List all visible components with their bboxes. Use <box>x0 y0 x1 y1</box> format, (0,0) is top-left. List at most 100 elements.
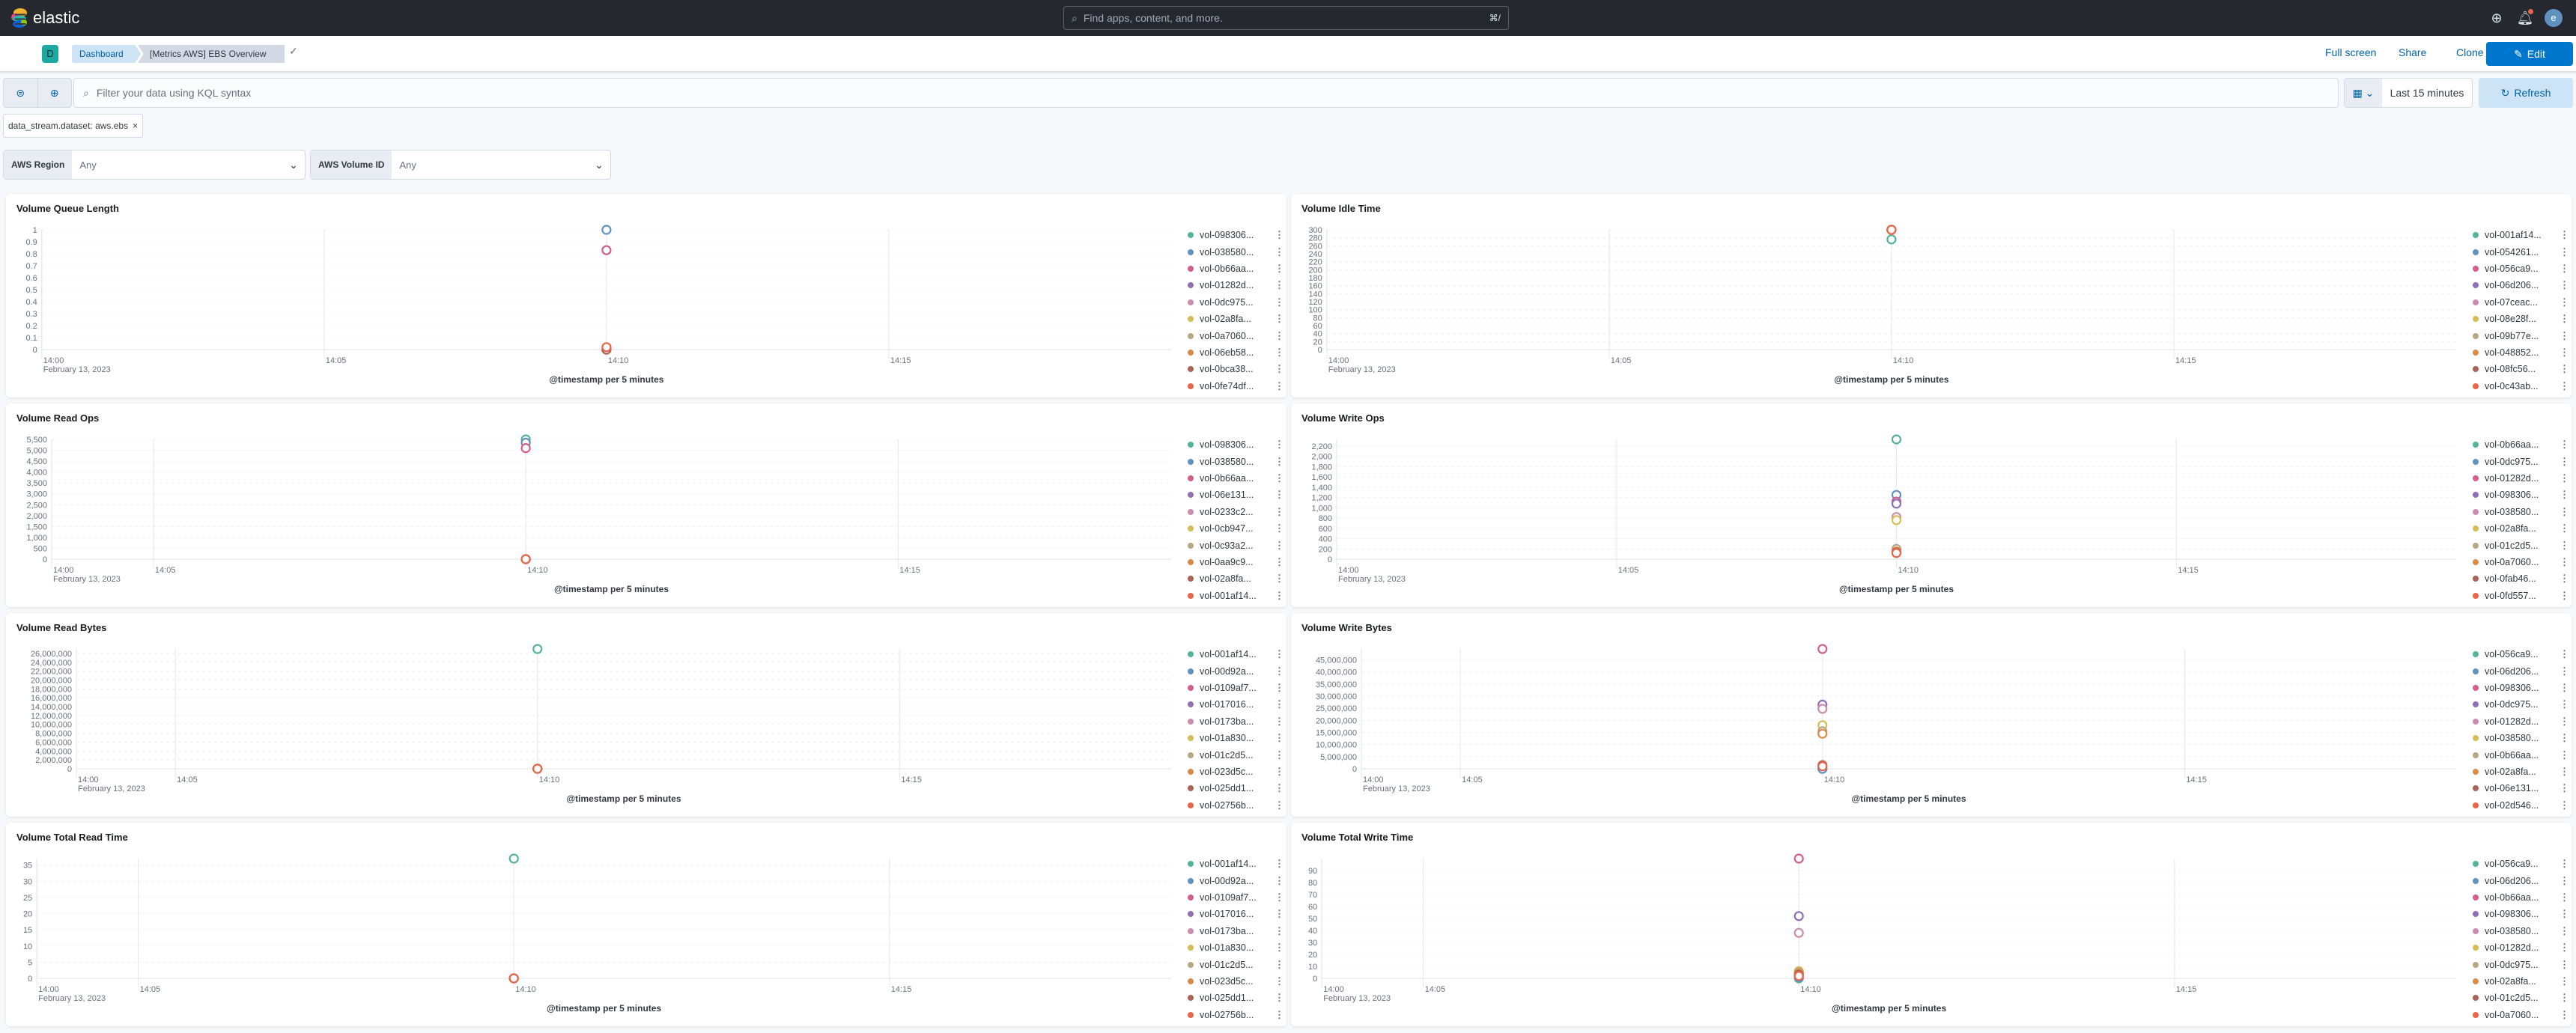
legend-menu-icon[interactable]: ⋮ <box>2560 908 2569 920</box>
legend-menu-icon[interactable]: ⋮ <box>1275 648 1284 660</box>
space-avatar[interactable]: D <box>42 45 58 63</box>
legend-item[interactable]: vol-001af14... ⋮ <box>1188 856 1284 872</box>
legend-item[interactable]: vol-017016... ⋮ <box>1188 906 1284 922</box>
legend-item[interactable]: vol-06eb58... ⋮ <box>1188 344 1284 361</box>
legend-item[interactable]: vol-048852... ⋮ <box>2473 344 2569 361</box>
legend-menu-icon[interactable]: ⋮ <box>2560 992 2569 1004</box>
chevron-down-icon[interactable]: ⌄ <box>289 158 298 171</box>
data-point[interactable] <box>601 225 612 235</box>
data-point[interactable] <box>1891 548 1902 558</box>
calendar-icon[interactable]: ▦ ⌄ <box>2345 79 2382 107</box>
legend-menu-icon[interactable]: ⋮ <box>2560 958 2569 970</box>
edit-button[interactable]: ✎ Edit <box>2486 42 2573 66</box>
legend-menu-icon[interactable]: ⋮ <box>2560 296 2569 308</box>
legend-item[interactable]: vol-0233c2... ⋮ <box>1188 504 1284 520</box>
legend-menu-icon[interactable]: ⋮ <box>1275 975 1284 987</box>
legend-menu-icon[interactable]: ⋮ <box>1275 858 1284 870</box>
legend-menu-icon[interactable]: ⋮ <box>1275 279 1284 291</box>
legend-item[interactable]: vol-098306... ⋮ <box>2473 906 2569 922</box>
legend-item[interactable]: vol-038580... ⋮ <box>1188 243 1284 260</box>
data-point[interactable] <box>508 853 519 864</box>
legend-menu-icon[interactable]: ⋮ <box>1275 799 1284 811</box>
legend-item[interactable]: vol-01c2d5... ⋮ <box>1188 746 1284 763</box>
legend-item[interactable]: vol-038580... ⋮ <box>2473 504 2569 520</box>
newsfeed-icon[interactable]: 🔔︎ <box>2516 9 2534 25</box>
control-value[interactable]: Any <box>79 159 97 171</box>
help-icon[interactable]: ⊕ <box>2491 10 2503 25</box>
legend-menu-icon[interactable]: ⋮ <box>2560 782 2569 794</box>
legend-item[interactable]: vol-0bca38... ⋮ <box>1188 361 1284 377</box>
legend-menu-icon[interactable]: ⋮ <box>2560 229 2569 241</box>
legend-item[interactable]: vol-0b66aa... ⋮ <box>1188 260 1284 277</box>
legend-menu-icon[interactable]: ⋮ <box>1275 472 1284 484</box>
legend-item[interactable]: vol-0aa9c9... ⋮ <box>1188 554 1284 570</box>
legend-item[interactable]: vol-056ca9... ⋮ <box>2473 646 2569 662</box>
legend-menu-icon[interactable]: ⋮ <box>2560 799 2569 811</box>
legend-menu-icon[interactable]: ⋮ <box>1275 698 1284 710</box>
legend-menu-icon[interactable]: ⋮ <box>2560 279 2569 291</box>
data-point[interactable] <box>1817 704 1828 714</box>
legend-menu-icon[interactable]: ⋮ <box>1275 489 1284 501</box>
legend-menu-icon[interactable]: ⋮ <box>2560 346 2569 358</box>
legend-menu-icon[interactable]: ⋮ <box>2560 698 2569 710</box>
legend-menu-icon[interactable]: ⋮ <box>2560 891 2569 903</box>
legend-item[interactable]: vol-098306... ⋮ <box>1188 227 1284 243</box>
data-point[interactable] <box>508 973 519 984</box>
filter-pill[interactable]: data_stream.dataset: aws.ebs × <box>3 114 144 138</box>
data-point[interactable] <box>1891 515 1902 525</box>
control-aws-volume-id[interactable]: AWS Volume ID Any ⌄ <box>310 150 611 180</box>
legend-menu-icon[interactable]: ⋮ <box>2560 329 2569 341</box>
legend-menu-icon[interactable]: ⋮ <box>1275 380 1284 391</box>
legend-item[interactable]: vol-038580... ⋮ <box>2473 730 2569 746</box>
legend-item[interactable]: vol-00d92a... ⋮ <box>1188 872 1284 889</box>
legend-item[interactable]: vol-0173ba... ⋮ <box>1188 713 1284 730</box>
data-point[interactable] <box>1886 225 1897 235</box>
full-screen-link[interactable]: Full screen <box>2325 46 2377 58</box>
date-picker[interactable]: ▦ ⌄ Last 15 minutes <box>2344 78 2473 108</box>
legend-item[interactable]: vol-023d5c... ⋮ <box>1188 973 1284 990</box>
legend-menu-icon[interactable]: ⋮ <box>2560 858 2569 870</box>
legend-item[interactable]: vol-01282d... ⋮ <box>2473 470 2569 487</box>
data-point[interactable] <box>520 443 531 454</box>
legend-item[interactable]: vol-01282d... ⋮ <box>1188 277 1284 293</box>
legend-menu-icon[interactable]: ⋮ <box>2560 765 2569 777</box>
legend-item[interactable]: vol-0b66aa... ⋮ <box>1188 470 1284 487</box>
legend-item[interactable]: vol-06d206... ⋮ <box>2473 277 2569 293</box>
legend-item[interactable]: vol-0a7060... ⋮ <box>2473 554 2569 570</box>
data-point[interactable] <box>601 245 612 255</box>
user-avatar[interactable]: e <box>2545 9 2563 27</box>
legend-item[interactable]: vol-056ca9... ⋮ <box>2473 260 2569 277</box>
legend-menu-icon[interactable]: ⋮ <box>1275 555 1284 567</box>
legend-item[interactable]: vol-07ceac... ⋮ <box>2473 294 2569 311</box>
data-point[interactable] <box>532 764 543 774</box>
legend-menu-icon[interactable]: ⋮ <box>1275 229 1284 241</box>
legend-menu-icon[interactable]: ⋮ <box>1275 589 1284 601</box>
legend-menu-icon[interactable]: ⋮ <box>1275 363 1284 375</box>
control-value[interactable]: Any <box>399 159 416 171</box>
legend-menu-icon[interactable]: ⋮ <box>1275 749 1284 761</box>
legend-menu-icon[interactable]: ⋮ <box>1275 665 1284 677</box>
legend-menu-icon[interactable]: ⋮ <box>2560 975 2569 987</box>
legend-menu-icon[interactable]: ⋮ <box>1275 573 1284 585</box>
legend-item[interactable]: vol-06e131... ⋮ <box>1188 487 1284 503</box>
legend-menu-icon[interactable]: ⋮ <box>2560 665 2569 677</box>
legend-item[interactable]: vol-06d206... ⋮ <box>2473 872 2569 889</box>
legend-menu-icon[interactable]: ⋮ <box>2560 439 2569 451</box>
legend-item[interactable]: vol-0dc975... ⋮ <box>2473 956 2569 972</box>
data-point[interactable] <box>1891 434 1902 445</box>
legend-menu-icon[interactable]: ⋮ <box>2560 262 2569 274</box>
legend-menu-icon[interactable]: ⋮ <box>1275 313 1284 325</box>
legend-item[interactable]: vol-08e28f... ⋮ <box>2473 311 2569 327</box>
legend-item[interactable]: vol-0c43ab... ⋮ <box>2473 378 2569 394</box>
menu-icon[interactable]: ☰ <box>13 12 27 28</box>
legend-menu-icon[interactable]: ⋮ <box>1275 958 1284 970</box>
legend-item[interactable]: vol-038580... ⋮ <box>1188 453 1284 469</box>
legend-menu-icon[interactable]: ⋮ <box>1275 262 1284 274</box>
chevron-down-icon[interactable]: ⌄ <box>595 158 604 171</box>
legend-item[interactable]: vol-025dd1... ⋮ <box>1188 990 1284 1006</box>
legend-item[interactable]: vol-001af14... ⋮ <box>1188 646 1284 662</box>
legend-item[interactable]: vol-02a8fa... ⋮ <box>2473 973 2569 990</box>
legend-menu-icon[interactable]: ⋮ <box>2560 380 2569 391</box>
legend-item[interactable]: vol-02d546... ⋮ <box>2473 797 2569 814</box>
breadcrumb-dashboard[interactable]: Dashboard <box>72 45 141 63</box>
